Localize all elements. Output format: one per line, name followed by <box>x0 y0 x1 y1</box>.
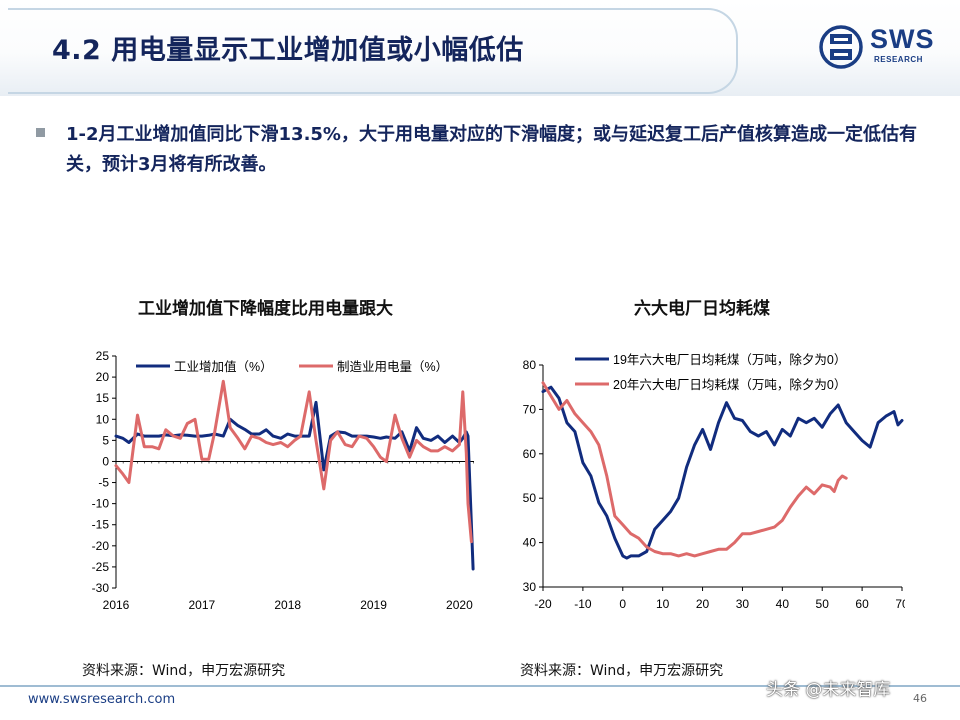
series-line-1 <box>541 381 848 558</box>
y-tick-label: -30 <box>92 581 110 595</box>
y-tick-label: -15 <box>92 518 110 532</box>
legend-label: 制造业用电量（%） <box>337 360 448 374</box>
legend-label: 19年六大电厂日均耗煤（万吨，除夕为0） <box>613 352 846 367</box>
footer-rule <box>0 685 960 687</box>
chart-right-title: 六大电厂日均耗煤 <box>634 299 770 319</box>
y-tick-label: -5 <box>98 476 109 490</box>
y-tick-label: 15 <box>96 391 110 405</box>
x-tick-label: -20 <box>534 597 552 611</box>
x-tick-label: 20 <box>696 597 710 611</box>
chart-left: 25 20 15 10 5 0 -5 -10 -15 -20 -25 -30 2016 2017 2018 2… <box>92 349 475 612</box>
page-title: 4.2 用电量显示工业增加值或小幅低估 <box>52 35 524 66</box>
series-line-0 <box>114 400 475 571</box>
x-tick-label: -10 <box>574 597 592 611</box>
legend-label: 20年六大电厂日均耗煤（万吨，除夕为0） <box>613 377 846 392</box>
page-number: 46 <box>913 692 927 705</box>
x-tick-label: 2020 <box>446 598 473 612</box>
y-tick-label: 60 <box>523 447 537 461</box>
y-tick-label: 30 <box>523 580 537 594</box>
bullet-text: 1-2月工业增加值同比下滑13.5%，大于用电量对应的下滑幅度；或与延迟复工后产… <box>66 124 917 175</box>
source-left: 资料来源：Wind，申万宏源研究 <box>82 663 286 679</box>
x-tick-label: 70 <box>895 597 905 611</box>
x-tick-label: 0 <box>619 597 626 611</box>
y-tick-label: 20 <box>96 370 110 384</box>
chart-left-title: 工业增加值下降幅度比用电量跟大 <box>138 299 393 319</box>
footer-url[interactable]: www.swsresearch.com <box>28 692 176 707</box>
y-tick-label: 10 <box>96 412 110 426</box>
logo-name: SWS <box>870 24 935 54</box>
x-tick-label: 2019 <box>360 598 387 612</box>
x-tick-label: 60 <box>855 597 869 611</box>
series-line-1 <box>114 379 473 544</box>
x-tick-label: 50 <box>816 597 830 611</box>
watermark: 头条 @未来智库 <box>766 680 891 700</box>
sws-logo-icon <box>819 25 863 69</box>
bullet-square-icon <box>36 128 45 137</box>
x-tick-label: 2016 <box>103 598 130 612</box>
y-tick-label: -20 <box>92 539 110 553</box>
x-tick-label: 10 <box>656 597 670 611</box>
chart-right: 30 40 50 60 70 80 -20 -10 0 10 20 30 40 50 60 70 19年六大电厂… <box>523 352 905 611</box>
sws-logo: SWS RESEARCH <box>818 24 942 70</box>
y-tick-label: 0 <box>102 454 109 468</box>
y-tick-label: 50 <box>523 491 537 505</box>
y-tick-label: -25 <box>92 560 110 574</box>
x-tick-label: 2018 <box>274 598 301 612</box>
source-right: 资料来源：Wind，申万宏源研究 <box>520 663 724 679</box>
title-frame <box>8 8 738 94</box>
x-tick-label: 40 <box>776 597 790 611</box>
x-tick-label: 30 <box>736 597 750 611</box>
x-tick-label: 2017 <box>188 598 215 612</box>
y-tick-label: 70 <box>523 402 537 416</box>
y-tick-label: 25 <box>96 349 110 363</box>
title-bar: 4.2 用电量显示工业增加值或小幅低估 SWS RESEARCH <box>0 0 960 96</box>
y-tick-label: -10 <box>92 497 110 511</box>
y-tick-label: 80 <box>523 358 537 372</box>
y-tick-label: 5 <box>102 433 109 447</box>
y-tick-label: 40 <box>523 536 537 550</box>
legend-label: 工业增加值（%） <box>174 359 273 374</box>
logo-subtitle: RESEARCH <box>874 55 923 64</box>
series-line-0 <box>541 385 904 560</box>
